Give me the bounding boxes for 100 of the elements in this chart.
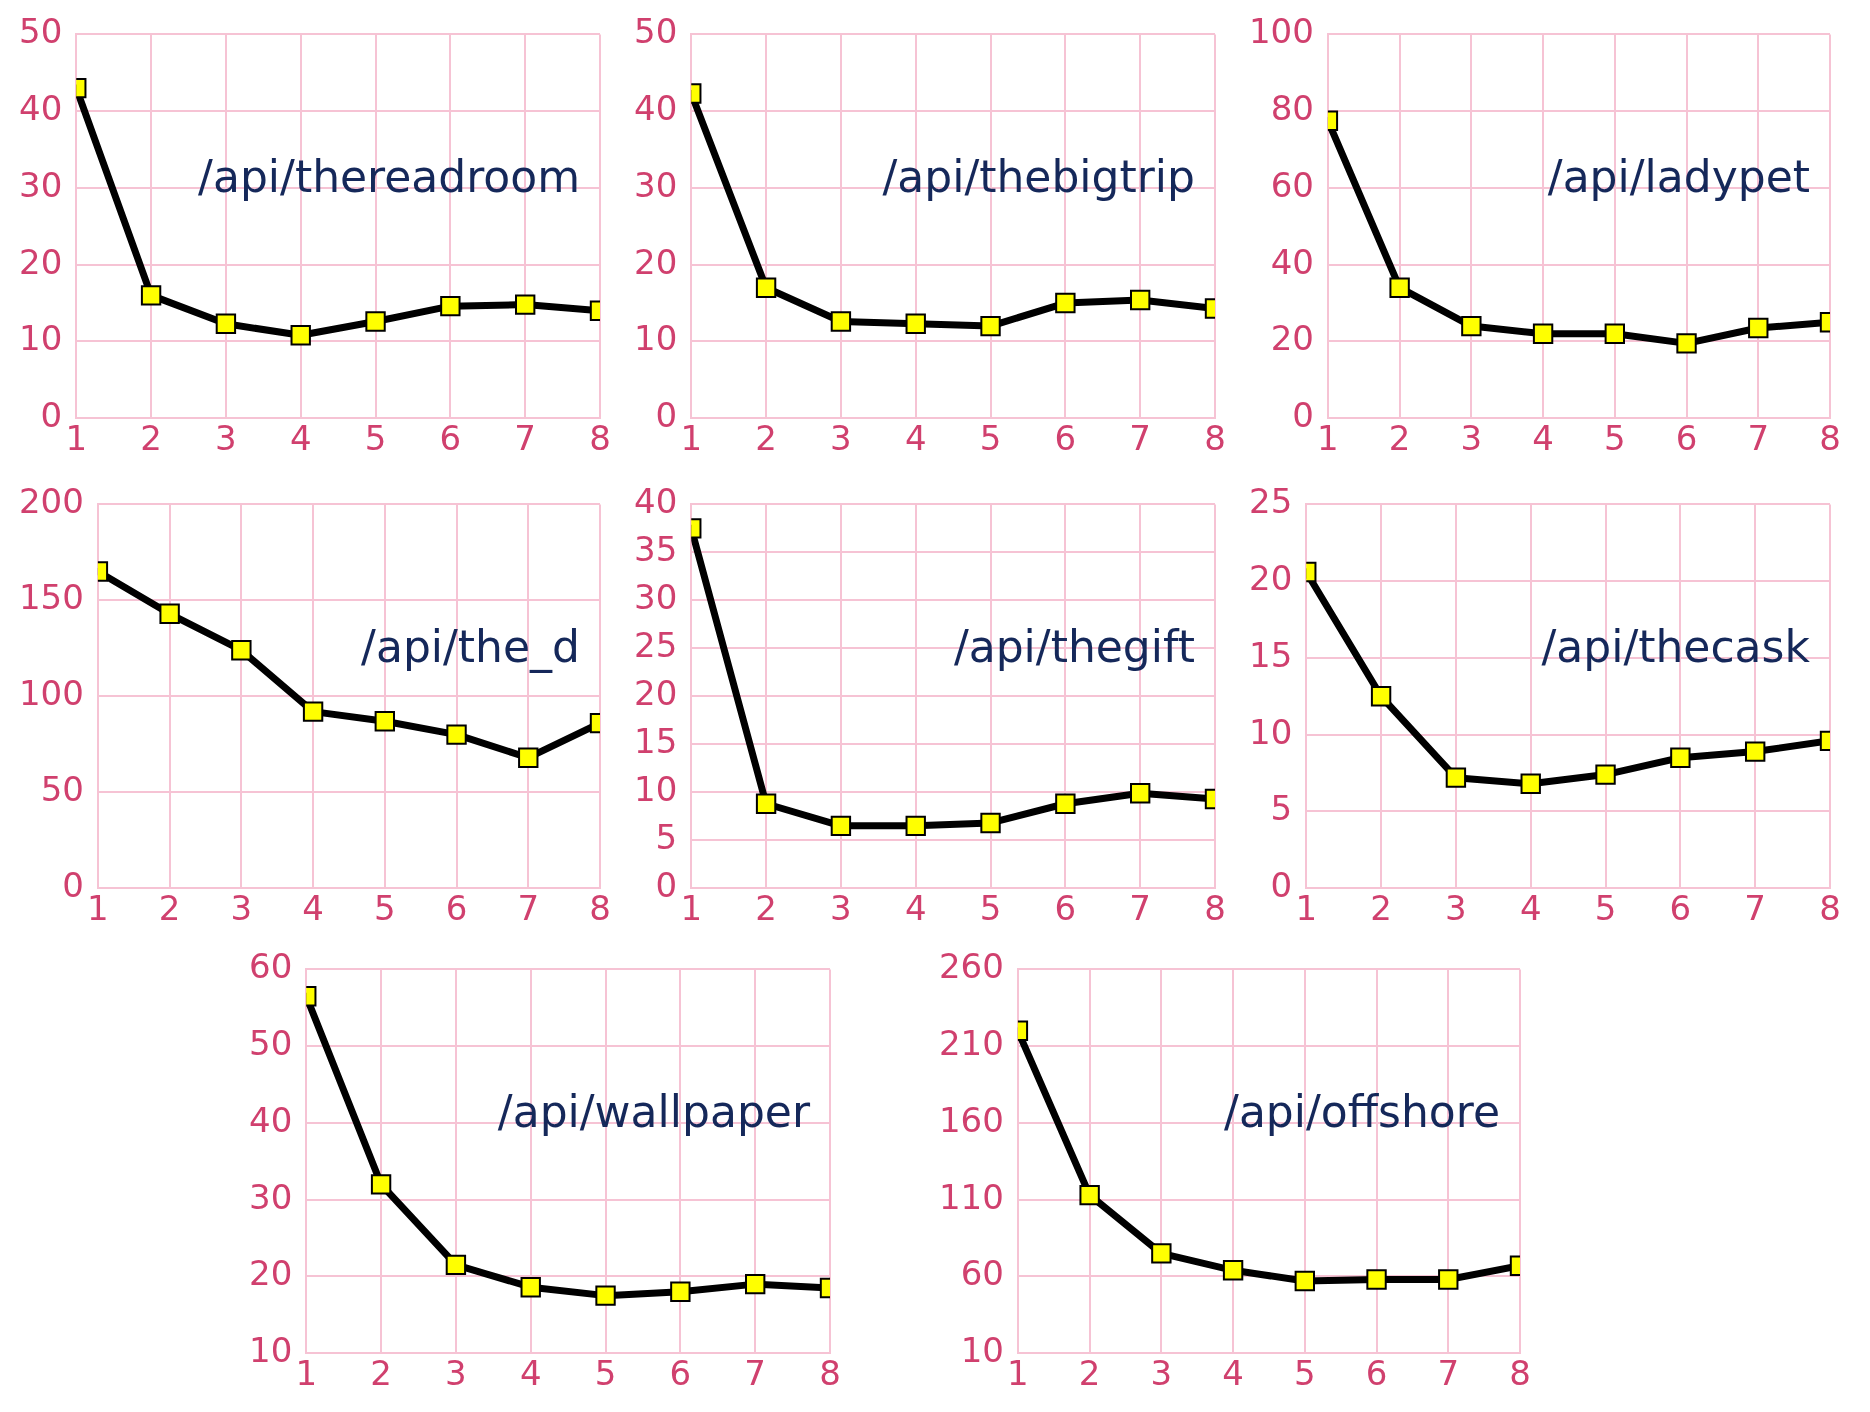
annotation: /api/the_d — [361, 620, 580, 673]
y-tick-label: 160 — [938, 1099, 1004, 1140]
point — [140, 285, 162, 306]
y-tick-label: 0 — [655, 395, 678, 436]
y-tick-label: 80 — [1270, 87, 1314, 128]
y-tick-label: 60 — [960, 1253, 1004, 1294]
y-tick-label: 10 — [634, 318, 678, 359]
point — [514, 294, 536, 315]
point — [980, 315, 1001, 337]
y-tick-label: 0 — [1270, 865, 1293, 906]
y-tick-label: 10 — [249, 1330, 293, 1371]
y-tick-label: 35 — [634, 529, 678, 570]
y-tick-label: 10 — [19, 318, 63, 359]
x-tick-label: 6 — [669, 1353, 692, 1394]
point — [1461, 315, 1482, 337]
x-tick-label: 4 — [289, 418, 312, 459]
x-tick-label: 5 — [364, 418, 387, 459]
x-tick-label: 6 — [1054, 888, 1077, 929]
y-tick-label: 200 — [18, 481, 84, 522]
x-tick-label: 2 — [1388, 418, 1411, 459]
point — [446, 724, 467, 745]
x-tick-label: 6 — [1054, 418, 1077, 459]
point — [518, 747, 539, 768]
point — [1055, 793, 1076, 814]
x-tick-label: 8 — [1204, 888, 1226, 929]
x-tick-label: 6 — [1669, 888, 1692, 929]
x-tick-label: 3 — [1445, 888, 1467, 929]
x-tick-label: 2 — [158, 888, 181, 929]
point — [755, 793, 777, 814]
x-tick-label: 1 — [1007, 1353, 1029, 1394]
y-tick-label: 20 — [249, 1253, 293, 1294]
x-tick-label: 1 — [1317, 418, 1339, 459]
point — [1676, 333, 1697, 354]
point — [830, 815, 852, 837]
point — [520, 1276, 541, 1298]
x-tick-label: 6 — [1365, 1353, 1388, 1394]
y-tick-label: 5 — [655, 817, 678, 858]
y-tick-label: 40 — [249, 1099, 293, 1140]
annotation: /api/offshore — [1224, 1085, 1500, 1137]
x-tick-label: 8 — [1509, 1353, 1531, 1394]
point — [1595, 764, 1616, 785]
x-tick-label: 2 — [1370, 888, 1392, 929]
x-tick-label: 5 — [373, 888, 396, 929]
y-tick-label: 20 — [634, 241, 678, 282]
point — [1670, 747, 1691, 768]
point — [440, 295, 461, 317]
y-tick-label: 0 — [40, 395, 63, 436]
point — [1604, 323, 1626, 344]
x-tick-label: 8 — [589, 888, 611, 929]
y-tick-label: 40 — [1270, 241, 1314, 282]
x-tick-label: 8 — [1819, 888, 1841, 929]
point — [290, 325, 311, 346]
x-tick-label: 1 — [87, 888, 109, 929]
point — [365, 311, 386, 332]
y-tick-label: 30 — [19, 164, 63, 205]
y-tick-label: 10 — [960, 1330, 1004, 1371]
x-tick-label: 1 — [1295, 888, 1318, 929]
x-tick-label: 4 — [904, 888, 927, 929]
point — [830, 311, 852, 332]
x-tick-label: 7 — [744, 1353, 766, 1394]
point — [1445, 767, 1467, 788]
y-tick-label: 50 — [249, 1022, 293, 1063]
x-tick-label: 8 — [1819, 418, 1841, 459]
y-tick-label: 20 — [19, 241, 63, 282]
y-tick-label: 100 — [1248, 11, 1314, 52]
point — [1744, 741, 1766, 762]
annotation: /api/wallpaper — [497, 1085, 811, 1137]
x-tick-label: 2 — [140, 418, 162, 459]
x-tick-label: 7 — [1744, 888, 1766, 929]
y-tick-label: 20 — [1270, 318, 1314, 359]
point — [374, 711, 396, 732]
y-tick-label: 20 — [634, 673, 678, 714]
x-tick-label: 8 — [1204, 418, 1226, 459]
x-tick-label: 3 — [830, 888, 852, 929]
y-tick-label: 30 — [634, 164, 678, 205]
y-tick-label: 50 — [40, 769, 84, 810]
x-tick-label: 7 — [1437, 1353, 1460, 1394]
y-tick-label: 0 — [1292, 395, 1314, 436]
y-tick-label: 0 — [62, 865, 84, 906]
x-tick-label: 1 — [680, 888, 703, 929]
point — [1055, 292, 1076, 314]
x-tick-label: 4 — [519, 1353, 542, 1394]
y-tick-label: 5 — [1270, 788, 1293, 829]
y-tick-label: 15 — [634, 721, 678, 762]
y-tick-label: 25 — [634, 625, 678, 666]
x-tick-label: 2 — [755, 888, 777, 929]
point — [905, 815, 926, 837]
y-tick-label: 40 — [634, 87, 678, 128]
y-tick-label: 30 — [634, 577, 678, 618]
x-tick-label: 2 — [1078, 1353, 1101, 1394]
point — [215, 313, 237, 334]
point — [595, 1285, 616, 1306]
point — [980, 812, 1001, 834]
x-tick-label: 7 — [517, 888, 540, 929]
point — [1532, 323, 1554, 344]
y-tick-label: 30 — [249, 1176, 293, 1217]
x-tick-label: 4 — [1519, 888, 1542, 929]
x-tick-label: 6 — [1675, 418, 1698, 459]
x-tick-label: 3 — [1150, 1353, 1173, 1394]
x-tick-label: 7 — [1129, 888, 1151, 929]
